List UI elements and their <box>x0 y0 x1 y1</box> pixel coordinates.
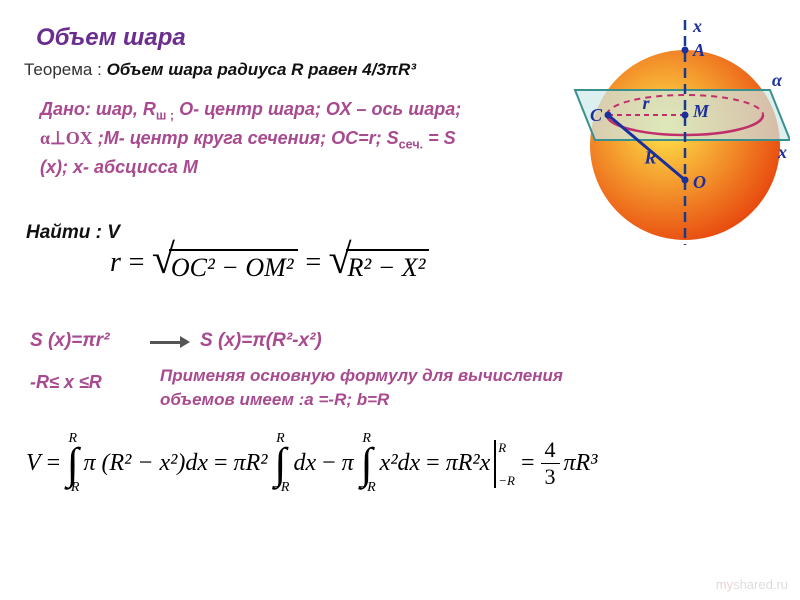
four-thirds: 4 3 <box>541 439 560 488</box>
svg-text:A: A <box>692 40 705 60</box>
integral-derivation: V = R ∫ -R π (R² − x²)dx = πR² R ∫ −R dx… <box>26 432 597 495</box>
V-var: V <box>26 450 41 477</box>
svg-text:α: α <box>772 70 783 90</box>
equals: = <box>127 247 146 279</box>
svg-text:M: M <box>692 101 710 121</box>
equals-2: = <box>304 247 323 279</box>
integral-symbol-1: R ∫ -R <box>66 432 79 495</box>
formula-r: r = √ OC² − OM² = √ R² − X² <box>110 242 429 283</box>
radicand-2: R² − X² <box>346 249 430 283</box>
applying-text: Применяя основную формулу для вычисления… <box>160 364 590 412</box>
theorem-prefix: Теорема : <box>24 60 107 79</box>
sqrt-2: √ R² − X² <box>328 242 429 283</box>
integral-symbol-3: R ∫ −R <box>358 432 376 495</box>
piR2-term: πR² <box>234 450 268 477</box>
sx-formula-2: S (x)=π(R²-x²) <box>200 330 322 352</box>
integrand-1: π (R² − x²)dx <box>83 450 208 477</box>
theorem-statement: Объем шара радиуса R равен 4/3πR³ <box>107 60 416 79</box>
svg-text:O: O <box>693 172 706 192</box>
svg-text:C: C <box>590 105 603 125</box>
radicand-1: OC² − OM² <box>169 249 298 283</box>
arrow-icon <box>150 336 190 348</box>
dx-term: dx <box>293 450 316 477</box>
page-title: Объем шара <box>36 24 186 52</box>
sqrt-1: √ OC² − OM² <box>152 242 298 283</box>
x2dx-term: x²dx <box>380 450 421 477</box>
piR3-term: πR³ <box>564 450 598 477</box>
svg-text:x: x <box>692 16 702 36</box>
svg-text:x: x <box>777 142 787 162</box>
piR2x-term: πR²x <box>446 450 491 477</box>
r-var: r <box>110 247 121 279</box>
eval-bar: R −R <box>494 440 515 488</box>
x-range: -R≤ x ≤R <box>30 372 102 393</box>
integral-symbol-2: R ∫ −R <box>271 432 289 495</box>
theorem-line: Теорема : Объем шара радиуса R равен 4/3… <box>24 60 416 80</box>
sx-formula-1: S (x)=πr² <box>30 330 110 352</box>
given-block: Дано: шар, Rш ; О- центр шара; ОХ – ось … <box>40 96 480 180</box>
watermark: myshared.ru <box>716 577 788 592</box>
svg-text:r: r <box>643 93 651 113</box>
find-label: Найти : V <box>26 222 120 244</box>
svg-text:R: R <box>644 148 657 168</box>
sphere-diagram: xAαMCrRxO <box>510 10 790 250</box>
pi-term: π <box>342 450 354 477</box>
